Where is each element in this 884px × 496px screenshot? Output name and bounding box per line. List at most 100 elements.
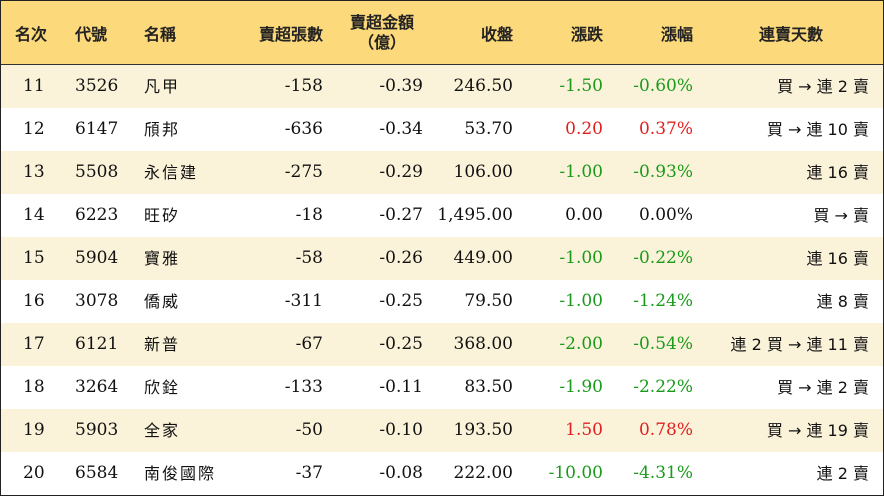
cell-streak: 買 → 賣: [813, 206, 869, 225]
header-rank: 名次: [15, 24, 48, 44]
cell-name: 頎邦: [144, 120, 181, 139]
cell-rank: 13: [23, 162, 45, 182]
cell-close: 83.50: [464, 377, 513, 397]
header-close: 收盤: [480, 24, 513, 44]
cell-change-pct: -0.60%: [633, 76, 693, 96]
cell-code: 3264: [75, 377, 119, 397]
header-net-sell-amount-line1: 賣超金額: [349, 12, 414, 32]
cell-change-pct: -1.24%: [633, 291, 693, 311]
cell-net-sell-amount: -0.10: [379, 420, 423, 440]
cell-net-sell-lots: -50: [295, 420, 323, 440]
cell-streak: 買 → 連 2 賣: [777, 77, 869, 96]
cell-rank: 16: [23, 291, 45, 311]
cell-net-sell-amount: -0.08: [379, 463, 423, 483]
cell-streak: 買 → 連 19 賣: [766, 421, 869, 440]
cell-change: -2.00: [559, 334, 603, 354]
cell-change: -1.00: [559, 248, 603, 268]
cell-change: -1.00: [559, 162, 603, 182]
header-streak: 連賣天數: [758, 24, 823, 44]
cell-change-pct: -0.54%: [633, 334, 693, 354]
cell-streak: 連 8 賣: [816, 292, 869, 311]
cell-net-sell-lots: -636: [284, 119, 323, 139]
header-name: 名稱: [144, 24, 177, 44]
cell-code: 5904: [75, 248, 119, 268]
header-change-pct: 漲幅: [660, 24, 693, 44]
cell-change-pct: -0.22%: [633, 248, 693, 268]
cell-name: 凡甲: [144, 77, 181, 96]
cell-net-sell-amount: -0.11: [379, 377, 423, 397]
cell-net-sell-lots: -67: [295, 334, 323, 354]
cell-close: 106.00: [453, 162, 513, 182]
cell-net-sell-amount: -0.25: [379, 291, 423, 311]
cell-close: 79.50: [464, 291, 513, 311]
cell-change-pct: -2.22%: [633, 377, 693, 397]
table-row: 17 6121 新普 -67 -0.25 368.00 -2.00 -0.54% 連 2 買 →…: [1, 323, 883, 366]
cell-rank: 18: [23, 377, 45, 397]
cell-rank: 20: [23, 463, 45, 483]
cell-code: 3526: [75, 76, 119, 96]
cell-code: 6121: [75, 334, 119, 354]
cell-code: 6584: [75, 463, 119, 483]
cell-streak: 連 16 賣: [806, 249, 869, 268]
cell-close: 193.50: [453, 420, 513, 440]
cell-change-pct: 0.00%: [638, 205, 693, 225]
cell-net-sell-lots: -158: [284, 76, 323, 96]
cell-net-sell-amount: -0.29: [379, 162, 423, 182]
table-header: 名次 代號 名稱 賣超張數 賣超金額 （億） 收盤 漲跌 漲幅 連賣天數: [1, 1, 883, 65]
cell-change: 0.00: [565, 205, 603, 225]
cell-close: 246.50: [453, 76, 513, 96]
table-row: 11 3526 凡甲 -158 -0.39 246.50 -1.50 -0.60% 買 → 連 …: [1, 65, 883, 108]
cell-net-sell-amount: -0.34: [379, 119, 423, 139]
cell-close: 368.00: [453, 334, 513, 354]
cell-name: 欣銓: [144, 378, 181, 397]
table-row: 15 5904 寶雅 -58 -0.26 449.00 -1.00 -0.22% 連 16 賣: [1, 237, 883, 280]
cell-name: 全家: [144, 421, 181, 440]
table-row: 18 3264 欣銓 -133 -0.11 83.50 -1.90 -2.22% 買 → 連 2…: [1, 366, 883, 409]
cell-streak: 連 2 買 → 連 11 賣: [730, 335, 869, 354]
cell-change: -1.00: [559, 291, 603, 311]
cell-code: 5903: [75, 420, 119, 440]
cell-name: 新普: [144, 335, 181, 354]
cell-code: 5508: [75, 162, 119, 182]
cell-streak: 買 → 連 2 賣: [777, 378, 869, 397]
cell-name: 永信建: [144, 163, 199, 182]
cell-rank: 11: [23, 76, 45, 96]
cell-close: 222.00: [453, 463, 513, 483]
cell-change: 0.20: [565, 119, 603, 139]
header-net-sell-amount-line2: （億）: [357, 32, 406, 52]
cell-net-sell-lots: -58: [295, 248, 323, 268]
header-net-sell-amount: 賣超金額 （億）: [337, 5, 427, 60]
cell-rank: 17: [23, 334, 45, 354]
cell-net-sell-amount: -0.26: [379, 248, 423, 268]
table-row: 20 6584 南俊國際 -37 -0.08 222.00 -10.00 -4.31% 連 2 …: [1, 452, 883, 495]
cell-close: 449.00: [453, 248, 513, 268]
table-row: 19 5903 全家 -50 -0.10 193.50 1.50 0.78% 買 → 連 19 …: [1, 409, 883, 452]
table-row: 12 6147 頎邦 -636 -0.34 53.70 0.20 0.37% 買 → 連 10 …: [1, 108, 883, 151]
cell-change: -1.90: [559, 377, 603, 397]
cell-net-sell-lots: -133: [284, 377, 323, 397]
header-change: 漲跌: [570, 24, 603, 44]
cell-close: 53.70: [464, 119, 513, 139]
cell-net-sell-amount: -0.39: [379, 76, 423, 96]
header-code: 代號: [75, 24, 108, 44]
table-row: 16 3078 僑威 -311 -0.25 79.50 -1.00 -1.24% 連 8 賣: [1, 280, 883, 323]
cell-streak: 連 16 賣: [806, 163, 869, 182]
cell-change: -1.50: [559, 76, 603, 96]
cell-name: 南俊國際: [144, 464, 217, 483]
cell-name: 僑威: [144, 292, 181, 311]
cell-rank: 14: [23, 205, 45, 225]
cell-change-pct: -4.31%: [633, 463, 693, 483]
cell-code: 6223: [75, 205, 119, 225]
cell-net-sell-lots: -311: [284, 291, 323, 311]
cell-code: 6147: [75, 119, 119, 139]
cell-net-sell-lots: -37: [295, 463, 323, 483]
cell-change-pct: -0.93%: [633, 162, 693, 182]
cell-rank: 15: [23, 248, 45, 268]
cell-net-sell-amount: -0.27: [379, 205, 423, 225]
table-row: 13 5508 永信建 -275 -0.29 106.00 -1.00 -0.93% 連 16 …: [1, 151, 883, 194]
cell-code: 3078: [75, 291, 119, 311]
cell-name: 寶雅: [144, 249, 181, 268]
cell-change: 1.50: [565, 420, 603, 440]
table-row: 14 6223 旺矽 -18 -0.27 1,495.00 0.00 0.00% 買 → 賣: [1, 194, 883, 237]
